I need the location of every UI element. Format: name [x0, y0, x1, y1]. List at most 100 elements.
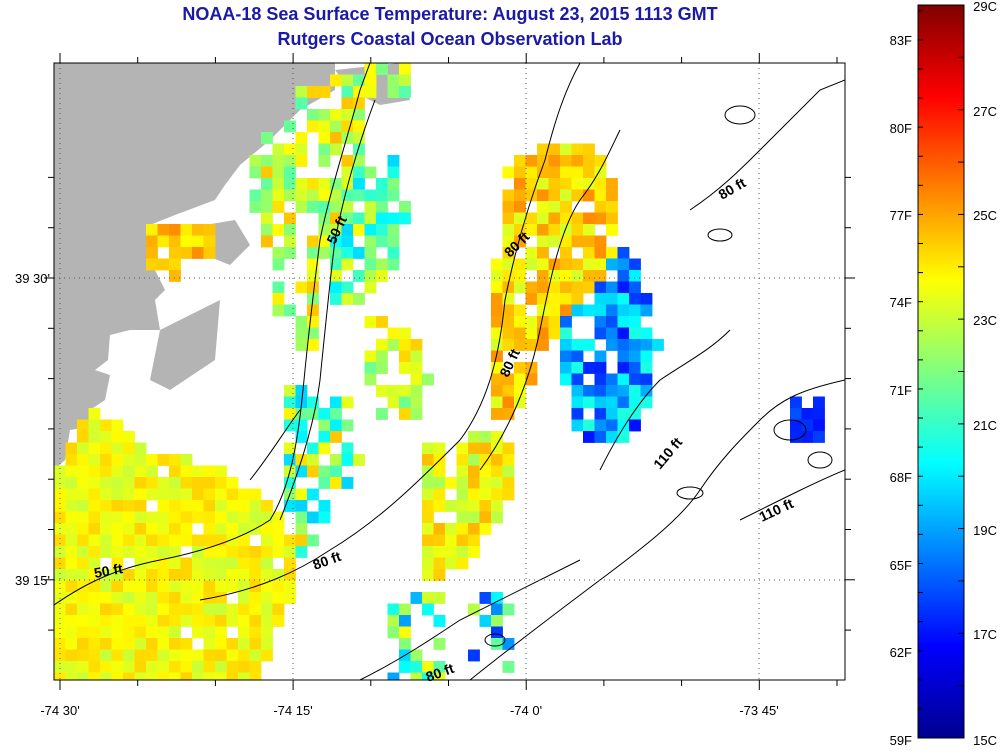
- sst-pixel: [537, 293, 549, 305]
- sst-pixel: [180, 224, 193, 236]
- sst-pixel: [307, 109, 319, 121]
- sst-pixel: [261, 546, 273, 558]
- sst-pixel: [307, 178, 319, 190]
- sst-pixel: [606, 408, 618, 420]
- sst-pixel: [514, 270, 526, 282]
- sst-pixel: [169, 523, 181, 535]
- sst-pixel: [790, 431, 802, 443]
- sst-pixel: [134, 477, 147, 489]
- sst-pixel: [146, 649, 158, 662]
- sst-pixel: [514, 385, 526, 397]
- contour-ring: [707, 228, 733, 242]
- sst-pixel: [88, 431, 101, 443]
- sst-pixel: [54, 580, 66, 593]
- sst-pixel: [399, 396, 411, 409]
- sst-pixel: [134, 580, 147, 593]
- sst-pixel: [284, 396, 296, 409]
- sst-pixel: [272, 258, 285, 271]
- sst-pixel: [560, 350, 572, 363]
- sst-pixel: [583, 385, 595, 397]
- sst-pixel: [238, 580, 250, 593]
- sst-pixel: [272, 247, 285, 259]
- sst-pixel: [134, 592, 147, 604]
- sst-pixel: [284, 166, 296, 179]
- sst-pixel: [272, 523, 285, 535]
- sst-pixel: [100, 649, 112, 662]
- sst-pixel: [502, 396, 515, 409]
- sst-pixel: [491, 408, 503, 420]
- sst-pixel: [548, 189, 561, 202]
- sst-pixel: [169, 235, 181, 248]
- sst-pixel: [525, 212, 538, 225]
- sst-pixel: [111, 661, 124, 673]
- sst-pixel: [376, 258, 388, 271]
- sst-pixel: [525, 189, 538, 202]
- sst-pixel: [341, 120, 354, 133]
- sst-pixel: [54, 500, 66, 512]
- sst-pixel: [180, 511, 193, 524]
- fahrenheit-label: 68F: [890, 470, 912, 485]
- sst-pixel: [111, 546, 124, 558]
- sst-pixel: [123, 500, 135, 512]
- sst-pixel: [65, 465, 78, 478]
- sst-pixel: [284, 143, 296, 156]
- sst-pixel: [491, 339, 503, 351]
- sst-pixel: [594, 212, 607, 225]
- sst-pixel: [433, 592, 446, 604]
- sst-pixel: [134, 465, 147, 478]
- sst-pixel: [318, 201, 331, 213]
- sst-pixel: [318, 143, 331, 156]
- sst-pixel: [203, 580, 216, 593]
- sst-pixel: [468, 488, 480, 501]
- sst-pixel: [157, 224, 170, 236]
- sst-pixel: [180, 488, 193, 501]
- sst-pixel: [134, 603, 147, 616]
- celsius-label: 25C: [973, 208, 997, 223]
- sst-pixel: [629, 293, 641, 305]
- sst-pixel: [203, 477, 216, 489]
- sst-pixel: [192, 500, 204, 512]
- sst-pixel: [330, 293, 342, 305]
- sst-pixel: [387, 74, 400, 87]
- sst-pixel: [387, 327, 400, 340]
- fahrenheit-label: 80F: [890, 121, 912, 136]
- sst-pixel: [54, 465, 66, 478]
- sst-pixel: [491, 511, 503, 524]
- sst-pixel: [134, 649, 147, 662]
- sst-pixel: [77, 569, 89, 581]
- sst-pixel: [399, 327, 411, 340]
- sst-pixel: [226, 569, 239, 581]
- sst-pixel: [134, 500, 147, 512]
- sst-pixel: [295, 546, 308, 558]
- land-patch: [205, 220, 250, 265]
- sst-pixel: [537, 258, 549, 271]
- sst-pixel: [284, 534, 296, 547]
- sst-pixel: [571, 212, 584, 225]
- celsius-label: 23C: [973, 313, 997, 328]
- sst-pixel: [111, 523, 124, 535]
- sst-pixel: [537, 316, 549, 328]
- sst-pixel: [376, 235, 388, 248]
- sst-pixel: [295, 316, 308, 328]
- sst-pixel: [445, 534, 457, 547]
- sst-pixel: [318, 511, 331, 524]
- sst-pixel: [537, 224, 549, 236]
- sst-pixel: [272, 592, 285, 604]
- colorbar-fahrenheit-labels: 83F 80F 77F 74F 71F 68F 65F 62F 59F: [890, 33, 912, 748]
- sst-pixel: [491, 373, 503, 386]
- sst-pixel: [399, 362, 411, 374]
- sst-pixel: [491, 454, 503, 466]
- sst-pixel: [341, 155, 354, 167]
- sst-pixel: [65, 592, 78, 604]
- sst-pixel: [192, 235, 204, 248]
- sst-pixel: [203, 615, 216, 627]
- sst-pixel: [77, 661, 89, 673]
- sst-pixel: [169, 649, 181, 662]
- sst-pixel: [238, 569, 250, 581]
- sst-pixel: [617, 247, 630, 259]
- sst-pixel: [399, 74, 411, 87]
- sst-pixel: [169, 672, 181, 680]
- sst-pixel: [295, 465, 308, 478]
- sst-pixel: [169, 603, 181, 616]
- sst-pixel: [502, 201, 515, 213]
